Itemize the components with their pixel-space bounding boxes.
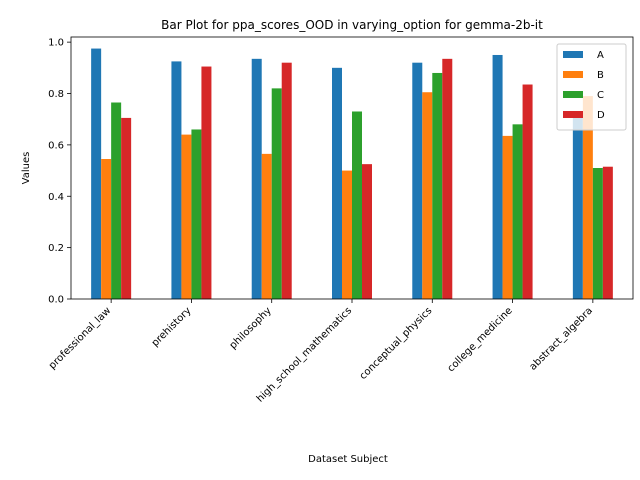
bars-group xyxy=(91,48,613,300)
y-axis-label: Values xyxy=(21,152,32,185)
bar-D-professional_law xyxy=(121,117,132,299)
x-tick-label: conceptual_physics xyxy=(358,305,435,382)
bar-B-prehistory xyxy=(181,134,192,299)
x-ticks-group: professional_law prehistory philosophyhigh… xyxy=(47,299,595,405)
x-tick-label: college_medicine xyxy=(446,305,515,374)
y-tick-label: 0.6 xyxy=(48,140,64,151)
x-tick-label: abstract_algebra xyxy=(528,305,595,372)
chart-title: Bar Plot for ppa_scores_OOD in varying_o… xyxy=(161,18,543,32)
legend-label-B: B xyxy=(597,70,604,81)
bar-A-high_school_mathematics xyxy=(332,67,342,299)
bar-C-conceptual_physics xyxy=(432,72,443,299)
legend-box xyxy=(556,43,627,131)
bar-D-prehistory xyxy=(201,66,212,299)
legend-swatch-D xyxy=(563,111,583,118)
legend-label-A: A xyxy=(597,50,604,61)
bar-B-high_school_mathematics xyxy=(342,170,352,299)
bar-C-abstract_algebra xyxy=(592,168,603,299)
legend-swatch-C xyxy=(563,91,583,98)
bar-B-abstract_algebra xyxy=(582,96,593,299)
bar-C-professional_law xyxy=(111,102,122,299)
x-axis-label: Dataset Subject xyxy=(308,454,388,465)
bar-D-college_medicine xyxy=(522,84,533,299)
legend-label-C: C xyxy=(597,90,604,101)
bar-C-high_school_mathematics xyxy=(352,111,362,299)
bar-A-prehistory xyxy=(171,61,182,299)
x-tick-label: professional_law xyxy=(47,305,113,371)
legend-swatch-A xyxy=(563,51,583,58)
legend-swatch-B xyxy=(563,71,583,78)
bar-A-abstract_algebra xyxy=(572,114,583,299)
x-tick-label: philosophy xyxy=(228,305,274,351)
x-tick-label: prehistory xyxy=(150,305,194,349)
bar-A-philosophy xyxy=(251,58,262,300)
y-tick-label: 0.8 xyxy=(48,89,64,100)
bar-D-conceptual_physics xyxy=(442,58,453,300)
bar-B-philosophy xyxy=(261,153,272,299)
bar-A-college_medicine xyxy=(492,54,503,299)
bar-D-philosophy xyxy=(281,62,292,299)
bar-D-abstract_algebra xyxy=(602,166,613,299)
bar-A-conceptual_physics xyxy=(412,62,423,299)
bar-A-professional_law xyxy=(91,48,102,299)
bar-B-professional_law xyxy=(101,159,112,299)
bar-C-prehistory xyxy=(191,129,202,299)
plot-frame xyxy=(70,36,634,300)
bar-B-college_medicine xyxy=(502,135,513,299)
y-tick-label: 0.4 xyxy=(48,192,64,203)
x-tick-label: high_school_mathematics xyxy=(255,305,354,404)
legend-label-D: D xyxy=(597,110,605,121)
bar-C-philosophy xyxy=(271,88,282,299)
bar-D-high_school_mathematics xyxy=(362,164,372,299)
y-tick-label: 1.0 xyxy=(48,38,64,49)
bar-C-college_medicine xyxy=(512,124,523,299)
bar-B-conceptual_physics xyxy=(422,92,433,299)
y-ticks-group: 0.0 0.2 0.4 0.6 0.8 1.0 xyxy=(48,38,71,306)
y-tick-label: 0.0 xyxy=(48,295,64,306)
y-tick-label: 0.2 xyxy=(48,243,64,254)
